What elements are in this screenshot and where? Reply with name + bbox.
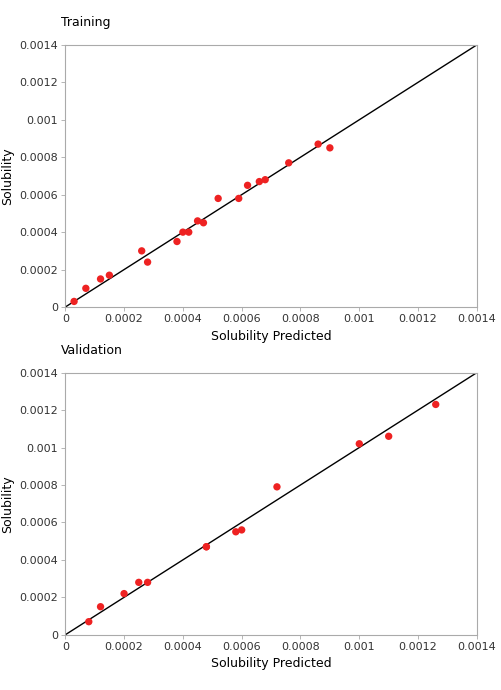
Point — [231, 526, 239, 538]
X-axis label: Solubility Predicted: Solubility Predicted — [210, 330, 331, 342]
Point — [234, 193, 242, 204]
Point — [137, 246, 145, 257]
Point — [261, 174, 269, 185]
Point — [96, 601, 104, 612]
Point — [431, 399, 439, 410]
Point — [85, 616, 93, 627]
Point — [202, 541, 210, 552]
Point — [214, 193, 222, 204]
Point — [143, 257, 151, 268]
Point — [193, 215, 201, 226]
Point — [134, 577, 142, 588]
Point — [255, 176, 263, 187]
Point — [199, 217, 207, 228]
Point — [70, 296, 78, 307]
Point — [202, 541, 210, 552]
Point — [273, 482, 281, 493]
Point — [184, 226, 192, 237]
Point — [96, 273, 104, 284]
Point — [105, 270, 113, 281]
Point — [237, 524, 245, 535]
Y-axis label: Solubility: Solubility — [1, 475, 14, 533]
Point — [243, 180, 251, 191]
Point — [82, 283, 90, 294]
Point — [284, 157, 292, 168]
Text: Validation: Validation — [61, 344, 123, 357]
Point — [355, 438, 363, 449]
Point — [325, 142, 333, 153]
Point — [120, 588, 128, 599]
X-axis label: Solubility Predicted: Solubility Predicted — [210, 658, 331, 670]
Point — [173, 236, 181, 247]
Point — [314, 139, 322, 150]
Y-axis label: Solubility: Solubility — [1, 147, 14, 205]
Text: Training: Training — [61, 16, 110, 29]
Point — [384, 431, 392, 442]
Point — [143, 577, 151, 588]
Point — [178, 226, 186, 237]
